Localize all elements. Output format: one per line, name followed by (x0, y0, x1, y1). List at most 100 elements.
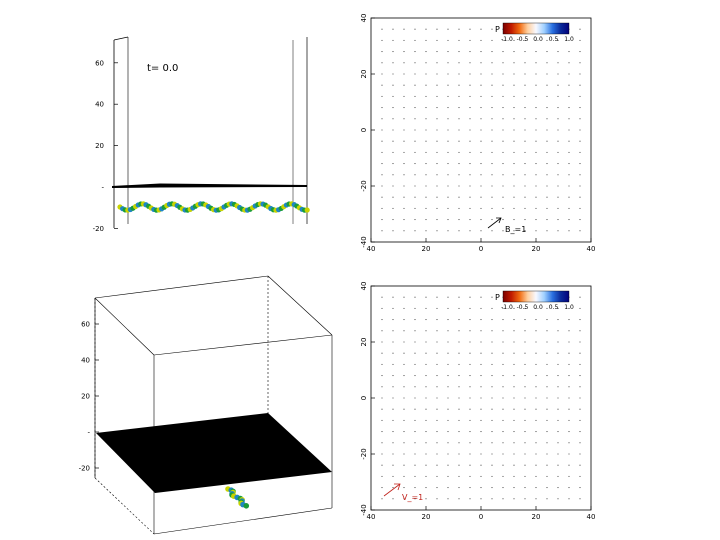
vector-dot (403, 84, 405, 86)
vector-dot (480, 28, 482, 30)
z-tick-label: 40 (81, 357, 90, 365)
vector-dot (447, 219, 449, 221)
vector-dot (480, 431, 482, 433)
vector-dot (557, 397, 559, 399)
vector-dot (513, 397, 515, 399)
vector-dot (568, 397, 570, 399)
vector-dot (546, 39, 548, 41)
vector-dot (425, 442, 427, 444)
vector-dot (414, 442, 416, 444)
vector-dot (557, 307, 559, 309)
vector-dot (458, 442, 460, 444)
vector-dot (458, 319, 460, 321)
vector-dot (458, 386, 460, 388)
vector-dot (469, 140, 471, 142)
vector-dot (480, 397, 482, 399)
vector-dot (392, 174, 394, 176)
vector-dot (513, 207, 515, 209)
vector-dot (513, 95, 515, 97)
vector-dot (491, 464, 493, 466)
vector-dot (568, 487, 570, 489)
vector-dot (568, 419, 570, 421)
vector-dot (414, 129, 416, 131)
vector-dot (480, 319, 482, 321)
vector-dot (392, 151, 394, 153)
vector-dot (524, 230, 526, 232)
vector-dot (414, 39, 416, 41)
vector-grid (381, 296, 581, 500)
vector-dot (414, 386, 416, 388)
vector-dot (381, 118, 383, 120)
vector-dot (480, 230, 482, 232)
vector-dot (425, 28, 427, 30)
vector-dot (458, 62, 460, 64)
vector-dot (392, 453, 394, 455)
vector-dot (458, 174, 460, 176)
vector-dot (458, 196, 460, 198)
vector-dot (502, 352, 504, 354)
vector-dot (480, 207, 482, 209)
vector-dot (546, 219, 548, 221)
vector-dot (579, 419, 581, 421)
vector-dot (381, 95, 383, 97)
vector-dot (480, 296, 482, 298)
vector-dot (469, 375, 471, 377)
vector-dot (425, 319, 427, 321)
vector-dot (469, 363, 471, 365)
vector-dot (469, 487, 471, 489)
y-axis-ticks: 40 20 0 -20 -40 (360, 14, 375, 248)
vector-dot (546, 408, 548, 410)
vector-dot (425, 129, 427, 131)
vector-dot (392, 498, 394, 500)
vector-dot (502, 39, 504, 41)
vector-dot (557, 107, 559, 109)
x-tick-label: 0 (479, 513, 483, 521)
vector-dot (535, 230, 537, 232)
vector-dot (480, 475, 482, 477)
vector-dot (579, 487, 581, 489)
colorbar-tick-label: 1.0 (564, 304, 574, 311)
colorbar-gradient (502, 290, 570, 303)
vector-dot (447, 330, 449, 332)
vector-dot (579, 431, 581, 433)
vector-dot (403, 207, 405, 209)
vector-dot (546, 51, 548, 53)
vector-dot (568, 307, 570, 309)
vector-dot (513, 118, 515, 120)
vector-dot (513, 487, 515, 489)
vector-dot (425, 487, 427, 489)
vector-dot (524, 419, 526, 421)
vector-dot (513, 73, 515, 75)
vector-dot (524, 84, 526, 86)
vector-dot (469, 129, 471, 131)
vector-dot (392, 140, 394, 142)
vector-dot (414, 296, 416, 298)
vector-dot (535, 386, 537, 388)
vector-dot (381, 140, 383, 142)
vector-dot (557, 341, 559, 343)
vector-dot (535, 73, 537, 75)
vector-dot (480, 498, 482, 500)
vector-dot (579, 498, 581, 500)
vector-dot (425, 185, 427, 187)
vector-dot (403, 386, 405, 388)
vector-dot (414, 163, 416, 165)
vector-dot (535, 140, 537, 142)
vector-dot (436, 84, 438, 86)
vector-dot (491, 330, 493, 332)
vector-dot (568, 219, 570, 221)
vector-dot (480, 140, 482, 142)
vector-dot (568, 151, 570, 153)
vector-dot (502, 431, 504, 433)
vector-dot (557, 51, 559, 53)
vector-dot (447, 464, 449, 466)
vector-dot (425, 62, 427, 64)
vector-field-panel-top: 40 20 0 20 40 40 20 0 -20 -40 P-1.0 -0.5 0.0 0.5 1.0… (360, 14, 595, 253)
vector-dot (535, 341, 537, 343)
vector-dot (535, 118, 537, 120)
vector-dot (502, 84, 504, 86)
vector-dot (403, 431, 405, 433)
colorbar-gradient (502, 22, 570, 35)
vector-dot (447, 487, 449, 489)
vector-dot (414, 174, 416, 176)
